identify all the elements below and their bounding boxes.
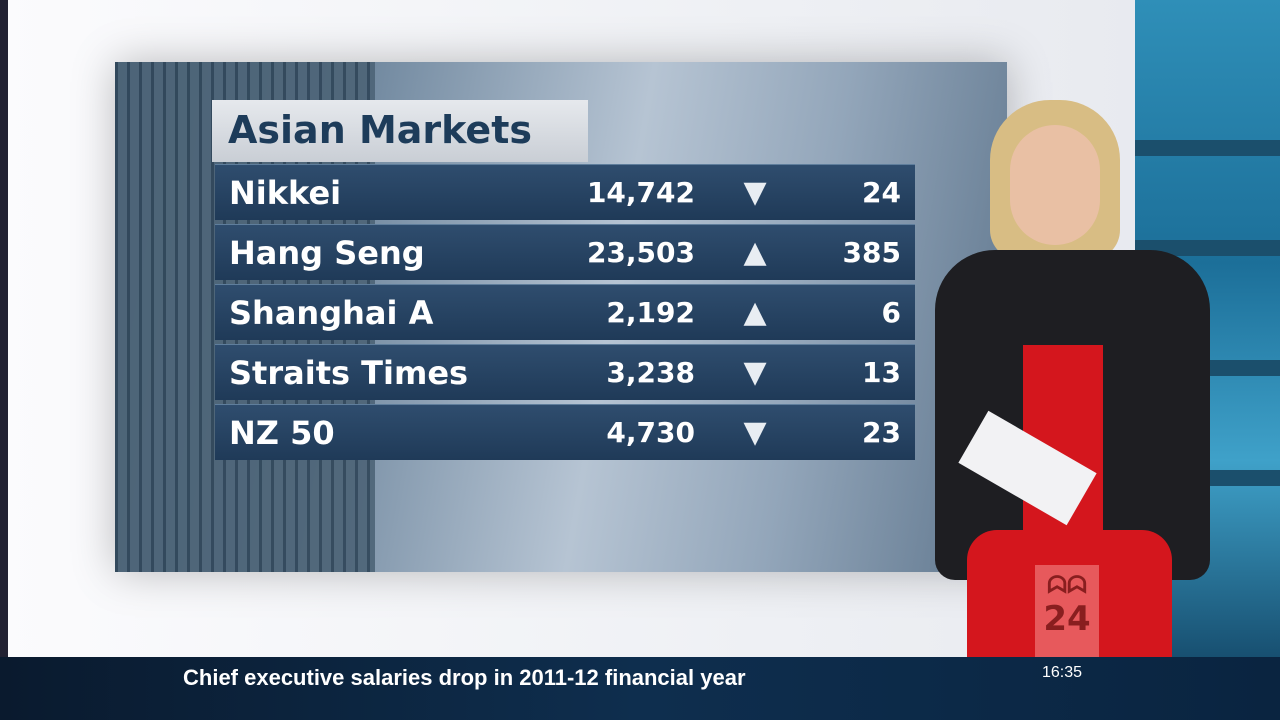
arrow-down-icon: ▼ (743, 175, 767, 210)
arrow-down-icon: ▼ (743, 355, 767, 390)
frame-edge (0, 0, 8, 658)
index-value: 23,503 (586, 236, 695, 269)
index-change: 13 (862, 356, 901, 389)
index-name: Straits Times (229, 353, 469, 392)
index-change: 385 (842, 236, 901, 269)
presenter (935, 100, 1210, 658)
index-name: Nikkei (229, 173, 342, 212)
logo-mark: ᗣᗣ (1047, 571, 1087, 599)
channel-logo: ᗣᗣ 24 (1035, 565, 1099, 657)
logo-number: 24 (1043, 599, 1091, 639)
index-name: Hang Seng (229, 233, 425, 272)
graphic-title: Asian Markets (212, 100, 588, 162)
index-change: 24 (862, 176, 901, 209)
market-row: Straits Times 3,238 ▼ 13 (215, 344, 915, 400)
market-row: Shanghai A 2,192 ▲ 6 (215, 284, 915, 340)
index-value: 4,730 (606, 416, 695, 449)
ticker-clock: 16:35 (1042, 664, 1083, 681)
market-row: NZ 50 4,730 ▼ 23 (215, 404, 915, 460)
news-ticker: Chief executive salaries drop in 2011-12… (0, 657, 1280, 720)
market-row: Nikkei 14,742 ▼ 24 (215, 164, 915, 220)
index-value: 3,238 (606, 356, 695, 389)
market-row: Hang Seng 23,503 ▲ 385 (215, 224, 915, 280)
studio-background: Asian Markets Nikkei 14,742 ▼ 24 Hang Seng 23… (0, 0, 1280, 658)
index-change: 23 (862, 416, 901, 449)
index-value: 2,192 (606, 296, 695, 329)
arrow-down-icon: ▼ (743, 415, 767, 450)
arrow-up-icon: ▲ (743, 295, 767, 330)
index-name: NZ 50 (229, 413, 335, 452)
arrow-up-icon: ▲ (743, 235, 767, 270)
ticker-headline: Chief executive salaries drop in 2011-12… (183, 665, 746, 690)
index-change: 6 (881, 296, 901, 329)
index-name: Shanghai A (229, 293, 434, 332)
index-value: 14,742 (586, 176, 695, 209)
